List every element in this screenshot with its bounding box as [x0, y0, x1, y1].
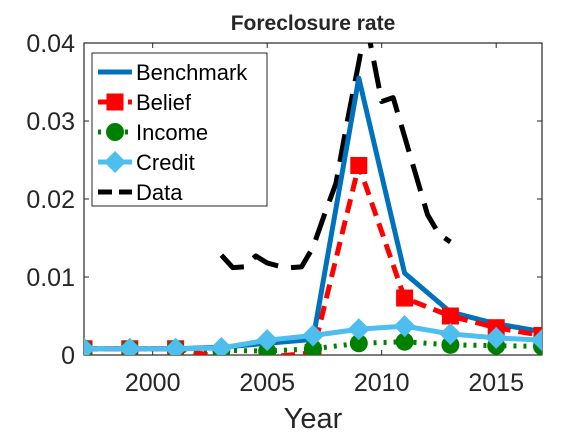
point-income [395, 332, 414, 351]
legend-marker-credit [104, 151, 126, 173]
legend-label-belief: Belief [136, 90, 192, 115]
point-credit [347, 318, 370, 341]
legend-item-credit: Credit [98, 150, 195, 175]
point-belief [441, 307, 459, 325]
legend-item-data: Data [98, 180, 183, 205]
point-belief [350, 156, 368, 174]
y-tick-label: 0 [61, 342, 75, 370]
y-tick-label: 0.01 [26, 264, 75, 292]
point-credit [84, 337, 95, 355]
legend-label-credit: Credit [136, 150, 195, 175]
legend-marker-income [106, 123, 124, 141]
y-tick-label: 0.04 [26, 30, 75, 58]
x-tick-label: 2000 [125, 369, 181, 397]
point-credit [118, 337, 141, 355]
point-income [349, 334, 368, 353]
x-tick-label: 2015 [468, 369, 524, 397]
series-line-income [84, 339, 542, 354]
point-belief [396, 289, 414, 307]
point-credit [439, 322, 462, 345]
point-credit [393, 315, 416, 338]
legend-label-benchmark: Benchmark [136, 60, 248, 85]
y-tick-label: 0.03 [26, 108, 75, 136]
point-credit [302, 324, 324, 347]
series-layer [84, 43, 542, 355]
series-line-data [219, 43, 452, 271]
chart-title: Foreclosure rate [231, 12, 396, 35]
x-axis-label: Year [284, 403, 343, 435]
series-data [219, 43, 452, 271]
series-credit [84, 315, 542, 355]
y-tick-label: 0.02 [26, 186, 75, 214]
point-credit [256, 329, 279, 352]
legend: Benchmark Belief Income Credit Data [91, 52, 268, 207]
point-credit [531, 329, 542, 352]
x-tick-label: 2010 [354, 369, 410, 397]
legend-label-income: Income [136, 120, 208, 145]
legend-item-benchmark: Benchmark [98, 60, 248, 85]
point-credit [485, 326, 508, 349]
point-credit [164, 337, 187, 355]
legend-marker-belief [106, 93, 124, 111]
legend-item-belief: Belief [98, 90, 192, 115]
x-tick-label: 2005 [239, 369, 295, 397]
point-credit [210, 336, 233, 355]
point-income [304, 339, 322, 355]
legend-label-data: Data [136, 180, 183, 205]
y-axis: 0 0.01 0.02 0.03 0.04 [26, 30, 542, 370]
legend-item-income: Income [98, 120, 208, 145]
